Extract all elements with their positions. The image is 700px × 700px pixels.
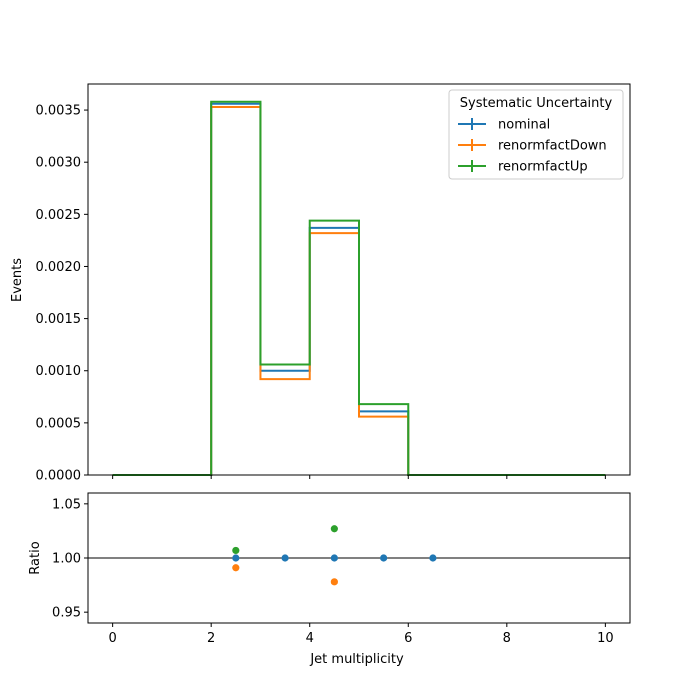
- x-tick-label: 8: [503, 631, 511, 646]
- ratio-y-ticks: 0.95 1.00 1.05: [52, 497, 88, 621]
- main-y-ticks: 0.0000 0.0005 0.0010 0.0015 0.0020 0.0025 0.00…: [36, 104, 88, 484]
- legend-title: Systematic Uncertainty: [460, 96, 613, 111]
- ratio-point-nominal: [330, 554, 338, 562]
- x-tick-label: 0: [108, 631, 116, 646]
- main-plot-frame: [87, 83, 631, 476]
- main-x-ticks: [112, 475, 606, 479]
- main-y-tick-label: 0.0015: [36, 312, 82, 327]
- main-y-axis-label: Events: [10, 258, 25, 302]
- ratio-point-nominal: [380, 554, 388, 562]
- legend-label-renormfactDown: renormfactDown: [498, 139, 607, 154]
- ratio-y-tick-label: 1.05: [52, 497, 81, 512]
- ratio-point-renormfactDown: [330, 578, 338, 586]
- main-y-tick-label: 0.0020: [36, 260, 82, 275]
- main-y-tick-label: 0.0010: [36, 364, 82, 379]
- ratio-y-tick-label: 1.00: [52, 552, 81, 567]
- ratio-point-renormfactDown: [232, 564, 240, 572]
- main-y-tick-label: 0.0005: [36, 416, 82, 431]
- legend-box: [448, 89, 624, 180]
- ratio-point-renormfactUp: [232, 546, 240, 555]
- legend: Systematic Uncertainty nominal renormfact…: [448, 89, 624, 180]
- main-panel: 0.0000 0.0005 0.0010 0.0015 0.0020 0.0025 0.00…: [10, 83, 631, 484]
- ratio-panel: 0 2 4 6 8 10 0.95 1.00 1.05 Ratio Jet multiplic…: [28, 492, 631, 667]
- ratio-point-nominal: [281, 554, 289, 562]
- ratio-point-nominal: [232, 554, 240, 562]
- main-y-tick-label: 0.0035: [36, 104, 82, 119]
- legend-label-nominal: nominal: [498, 118, 550, 133]
- legend-entries: nominal renormfactDown renormfactUp: [458, 118, 607, 175]
- legend-label-renormfactUp: renormfactUp: [498, 160, 588, 175]
- main-y-tick-label: 0.0030: [36, 156, 82, 171]
- x-tick-label: 6: [404, 631, 412, 646]
- x-tick-label: 2: [207, 631, 215, 646]
- x-tick-label: 10: [597, 631, 614, 646]
- main-y-tick-label: 0.0000: [36, 469, 82, 484]
- ratio-point-nominal: [429, 554, 437, 562]
- ratio-y-tick-label: 0.95: [52, 606, 81, 621]
- ratio-point-renormfactUp: [330, 525, 338, 533]
- ratio-y-axis-label: Ratio: [28, 541, 43, 574]
- x-tick-label: 4: [306, 631, 314, 646]
- x-axis-label: Jet multiplicity: [309, 652, 404, 667]
- main-y-tick-label: 0.0025: [36, 208, 82, 223]
- ratio-series-group: [232, 525, 437, 586]
- ratio-x-ticks: 0 2 4 6 8 10: [108, 623, 614, 646]
